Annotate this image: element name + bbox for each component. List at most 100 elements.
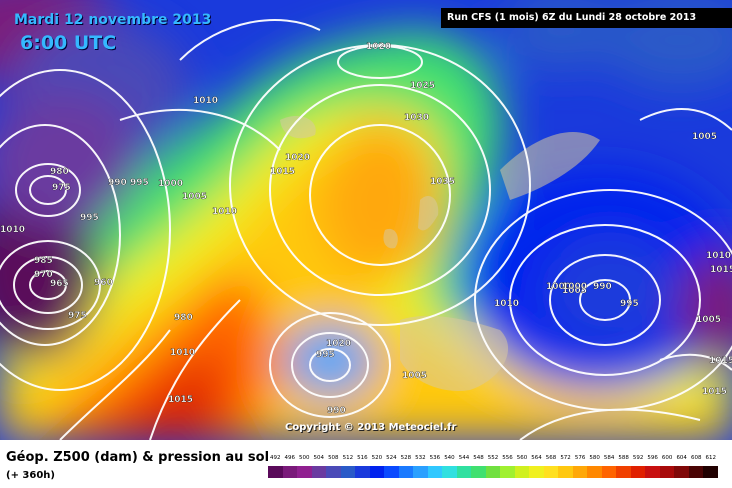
scale-swatch [601,466,617,478]
weather-map: 1020 1025 1030 1035 1010 1020 1015 980 975 990 995… [0,0,732,440]
isobar-label: 990 [593,282,612,292]
isobar-label: 1020 [366,42,391,52]
scale-swatch [616,466,631,478]
scale-value: 568 [545,455,557,461]
scale-swatch [297,466,312,478]
scale-swatch [688,466,704,478]
isobar-label: 1000 [158,179,183,189]
scale-value: 520 [371,455,383,461]
isobar-label: 1005 [182,192,207,202]
scale-value: 596 [647,455,658,461]
legend-panel: Géop. Z500 (dam) & pression au sol (+ 36… [0,440,732,488]
scale-swatch [529,466,544,478]
scale-value: 588 [618,455,629,461]
scale-swatch [558,466,573,478]
scale-value: 592 [632,455,644,461]
scale-swatch [587,466,602,478]
isobar-label: 975 [68,311,87,321]
scale-value: 564 [531,455,542,461]
scale-swatch [398,466,414,478]
scale-value: 552 [487,455,499,461]
scale-value: 528 [400,455,412,461]
scale-value: 576 [574,455,586,461]
isobar-label: 1005 [562,286,587,296]
forecast-date: Mardi 12 novembre 2013 [14,12,212,28]
scale-value: 508 [328,455,339,461]
scale-swatch [456,466,472,478]
isobar-label: 1010 [212,207,237,217]
isobar-label: 1015 [702,387,727,397]
scale-value: 548 [473,455,484,461]
isobar-label: 990 [108,178,127,188]
scale-swatch [427,466,443,478]
scale-swatch [572,466,588,478]
forecast-time: 6:00 UTC [20,32,117,54]
scale-value: 540 [444,455,455,461]
isobar-label: 1015 [168,395,193,405]
scale-swatch [500,466,515,478]
isobar-label: 1020 [326,339,351,349]
isobar-label: 995 [80,213,99,223]
scale-value: 496 [284,455,296,461]
scale-value: 532 [415,455,426,461]
scale-swatch [355,466,370,478]
scale-swatch [514,466,530,478]
isobar-label: 1015 [270,167,295,177]
isobar-label: 1030 [404,113,429,123]
scale-value: 584 [603,455,615,461]
isobar-label: 1035 [430,177,455,187]
isobar-label: 1000 [546,282,571,292]
isobar-label: 1010 [494,299,519,309]
scale-value: 492 [270,455,281,461]
scale-value: 572 [560,455,571,461]
isobar-label: 970 [34,270,53,280]
scale-swatch [268,466,283,478]
scale-value: 580 [589,455,600,461]
scale-values: 492 496 500 504 508 512 516 520 524 528 532 536 540 5… [268,455,718,464]
parameter-label: Géop. Z500 (dam) & pression au sol [6,450,270,465]
scale-swatch [471,466,486,478]
color-scale: 492 496 500 504 508 512 516 520 524 528 532 536 540 5… [268,455,718,478]
scale-value: 612 [705,455,716,461]
scale-value: 544 [458,455,470,461]
isobar-label: 980 [174,313,193,323]
scale-swatch [645,466,660,478]
run-info: Run CFS (1 mois) 6Z du Lundi 28 octobre … [441,8,732,28]
scale-swatch [369,466,385,478]
scale-swatch [659,466,675,478]
isobar-label: 1010 [193,96,218,106]
lead-time-label: (+ 360h) [6,470,55,481]
scale-value: 500 [299,455,310,461]
copyright-text: Copyright © 2013 Meteociel.fr [285,422,457,433]
isobar-label: 1000 [562,282,587,292]
scale-swatch [630,466,646,478]
scale-swatch [485,466,501,478]
isobar-label: 1005 [696,315,721,325]
scale-value: 504 [313,455,325,461]
scale-value: 536 [429,455,441,461]
scale-swatch [703,466,718,478]
isobar-label: 960 [94,278,113,288]
isobar-label: 1005 [402,371,427,381]
scale-swatch [674,466,689,478]
isobar-label: 1005 [692,132,717,142]
isobar-label: 1010 [170,348,195,358]
isobar-label: 965 [50,279,69,289]
isobar-label: 995 [130,178,149,188]
scale-value: 604 [676,455,687,461]
isobar-label: 1015 [709,356,732,366]
scale-swatch [326,466,341,478]
scale-swatch [340,466,356,478]
scale-swatch [282,466,298,478]
isobar-label: 1010 [0,225,25,235]
scale-value: 556 [502,455,513,461]
scale-value: 512 [342,455,354,461]
isobar-label: 975 [52,183,71,193]
isobar-label: 980 [50,167,69,177]
isobar-label: 1020 [285,153,310,163]
isobar-label: 1015 [710,265,732,275]
scale-value: 608 [690,455,702,461]
scale-value: 516 [357,455,368,461]
scale-swatch [543,466,559,478]
